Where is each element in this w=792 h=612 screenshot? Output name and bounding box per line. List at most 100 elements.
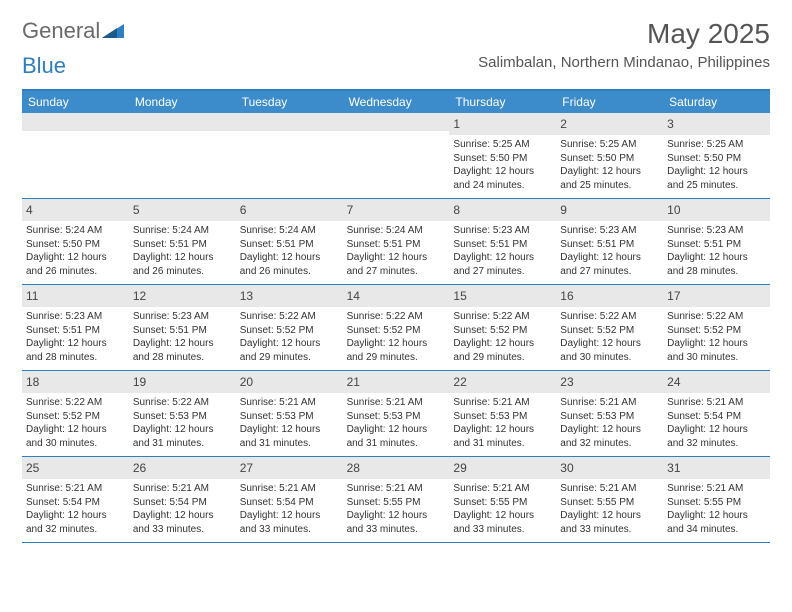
- day-number-bar: 7: [343, 199, 450, 221]
- weekday-label: Sunday: [22, 91, 129, 113]
- logo-text-2: Blue: [22, 53, 66, 78]
- weekday-label: Thursday: [449, 91, 556, 113]
- day-cell: 9Sunrise: 5:23 AMSunset: 5:51 PMDaylight…: [556, 199, 663, 284]
- day-number-bar: 19: [129, 371, 236, 393]
- day-cell: 1 Sunrise: 5:25 AMSunset: 5:50 PMDaylight…: [449, 113, 556, 198]
- day-cell: 19Sunrise: 5:22 AMSunset: 5:53 PMDayligh…: [129, 371, 236, 456]
- day-number: 17: [667, 289, 680, 303]
- day-cell: 18Sunrise: 5:22 AMSunset: 5:52 PMDayligh…: [22, 371, 129, 456]
- day-info: Sunrise: 5:21 AMSunset: 5:55 PMDaylight:…: [560, 482, 659, 536]
- day-number: 9: [560, 203, 567, 217]
- day-cell: 10Sunrise: 5:23 AMSunset: 5:51 PMDayligh…: [663, 199, 770, 284]
- day-cell: 12 Sunrise: 5:23 AMSunset: 5:51 PMDayligh…: [129, 285, 236, 370]
- day-info: Sunrise: 5:21 AMSunset: 5:55 PMDaylight:…: [667, 482, 766, 536]
- day-info: Sunrise: 5:23 AMSunset: 5:51 PMDaylight:…: [133, 310, 232, 364]
- day-number-bar: 20: [236, 371, 343, 393]
- day-info: Sunrise: 5:24 AMSunset: 5:51 PMDaylight:…: [133, 224, 232, 278]
- logo-triangle-icon: [102, 18, 124, 44]
- day-number: 11: [26, 289, 38, 303]
- day-cell: 15 Sunrise: 5:22 AMSunset: 5:52 PMDayligh…: [449, 285, 556, 370]
- month-title: May 2025: [478, 18, 770, 50]
- day-info: Sunrise: 5:25 AMSunset: 5:50 PMDaylight:…: [453, 138, 552, 192]
- day-info: Sunrise: 5:22 AMSunset: 5:52 PMDaylight:…: [453, 310, 552, 364]
- weekday-label: Saturday: [663, 91, 770, 113]
- day-cell: 3Sunrise: 5:25 AMSunset: 5:50 PMDaylight…: [663, 113, 770, 198]
- day-cell: 8 Sunrise: 5:23 AMSunset: 5:51 PMDaylight…: [449, 199, 556, 284]
- calendar-grid: SundayMondayTuesdayWednesdayThursdayFrid…: [22, 89, 770, 543]
- day-cell: 24 Sunrise: 5:21 AMSunset: 5:54 PMDayligh…: [663, 371, 770, 456]
- day-cell: 22Sunrise: 5:21 AMSunset: 5:53 PMDayligh…: [449, 371, 556, 456]
- day-number: 15: [453, 289, 466, 303]
- day-number-bar: 11: [22, 285, 129, 307]
- day-cell: 28Sunrise: 5:21 AMSunset: 5:55 PMDayligh…: [343, 457, 450, 542]
- day-info: Sunrise: 5:21 AMSunset: 5:54 PMDaylight:…: [667, 396, 766, 450]
- day-cell: [343, 113, 450, 198]
- day-number: 4: [26, 203, 33, 217]
- day-number: 6: [240, 203, 247, 217]
- day-number: 5: [133, 203, 140, 217]
- day-cell: [236, 113, 343, 198]
- day-number: 24: [667, 375, 680, 389]
- day-cell: 29 Sunrise: 5:21 AMSunset: 5:55 PMDayligh…: [449, 457, 556, 542]
- day-number: 13: [240, 289, 253, 303]
- weekday-label: Wednesday: [343, 91, 450, 113]
- day-info: Sunrise: 5:23 AMSunset: 5:51 PMDaylight:…: [453, 224, 552, 278]
- day-number-bar: 21: [343, 371, 450, 393]
- day-number-bar: 16: [556, 285, 663, 307]
- empty-day-bar: [129, 113, 236, 131]
- weekday-label: Friday: [556, 91, 663, 113]
- day-number: 20: [240, 375, 253, 389]
- weekday-header-row: SundayMondayTuesdayWednesdayThursdayFrid…: [22, 91, 770, 113]
- day-number: 29: [453, 461, 466, 475]
- day-number-bar: 9: [556, 199, 663, 221]
- day-info: Sunrise: 5:25 AMSunset: 5:50 PMDaylight:…: [560, 138, 659, 192]
- logo: General: [22, 18, 124, 44]
- day-number: 22: [453, 375, 466, 389]
- day-cell: 11 Sunrise: 5:23 AMSunset: 5:51 PMDayligh…: [22, 285, 129, 370]
- day-cell: 6 Sunrise: 5:24 AMSunset: 5:51 PMDaylight…: [236, 199, 343, 284]
- day-info: Sunrise: 5:22 AMSunset: 5:52 PMDaylight:…: [667, 310, 766, 364]
- weekday-label: Monday: [129, 91, 236, 113]
- day-cell: 5 Sunrise: 5:24 AMSunset: 5:51 PMDaylight…: [129, 199, 236, 284]
- day-number-bar: 22: [449, 371, 556, 393]
- day-info: Sunrise: 5:21 AMSunset: 5:55 PMDaylight:…: [453, 482, 552, 536]
- day-number-bar: 5: [129, 199, 236, 221]
- week-row: 1 Sunrise: 5:25 AMSunset: 5:50 PMDaylight…: [22, 113, 770, 199]
- day-number: 27: [240, 461, 253, 475]
- day-number: 2: [560, 117, 567, 131]
- day-number: 25: [26, 461, 39, 475]
- day-cell: 2 Sunrise: 5:25 AMSunset: 5:50 PMDaylight…: [556, 113, 663, 198]
- day-number: 7: [347, 203, 354, 217]
- day-info: Sunrise: 5:21 AMSunset: 5:54 PMDaylight:…: [26, 482, 125, 536]
- day-info: Sunrise: 5:24 AMSunset: 5:51 PMDaylight:…: [240, 224, 339, 278]
- day-number: 1: [453, 117, 460, 131]
- day-number: 26: [133, 461, 146, 475]
- day-cell: 26Sunrise: 5:21 AMSunset: 5:54 PMDayligh…: [129, 457, 236, 542]
- title-block: May 2025 Salimbalan, Northern Mindanao, …: [478, 18, 770, 71]
- day-number-bar: 30: [556, 457, 663, 479]
- day-number: 12: [133, 289, 146, 303]
- week-row: 25 Sunrise: 5:21 AMSunset: 5:54 PMDayligh…: [22, 457, 770, 543]
- day-number: 8: [453, 203, 460, 217]
- week-row: 11 Sunrise: 5:23 AMSunset: 5:51 PMDayligh…: [22, 285, 770, 371]
- day-number: 21: [347, 375, 360, 389]
- location: Salimbalan, Northern Mindanao, Philippin…: [478, 54, 770, 71]
- day-number-bar: 31: [663, 457, 770, 479]
- empty-day-bar: [22, 113, 129, 131]
- day-number-bar: 27: [236, 457, 343, 479]
- day-number: 19: [133, 375, 146, 389]
- day-cell: 7 Sunrise: 5:24 AMSunset: 5:51 PMDaylight…: [343, 199, 450, 284]
- day-number: 23: [560, 375, 573, 389]
- day-cell: 13Sunrise: 5:22 AMSunset: 5:52 PMDayligh…: [236, 285, 343, 370]
- day-number-bar: 3: [663, 113, 770, 135]
- day-info: Sunrise: 5:23 AMSunset: 5:51 PMDaylight:…: [26, 310, 125, 364]
- day-cell: [129, 113, 236, 198]
- day-info: Sunrise: 5:21 AMSunset: 5:53 PMDaylight:…: [240, 396, 339, 450]
- logo-text-1: General: [22, 18, 100, 44]
- day-number-bar: 10: [663, 199, 770, 221]
- day-cell: 23Sunrise: 5:21 AMSunset: 5:53 PMDayligh…: [556, 371, 663, 456]
- day-info: Sunrise: 5:21 AMSunset: 5:53 PMDaylight:…: [347, 396, 446, 450]
- day-cell: 31 Sunrise: 5:21 AMSunset: 5:55 PMDayligh…: [663, 457, 770, 542]
- day-number: 14: [347, 289, 360, 303]
- day-info: Sunrise: 5:24 AMSunset: 5:51 PMDaylight:…: [347, 224, 446, 278]
